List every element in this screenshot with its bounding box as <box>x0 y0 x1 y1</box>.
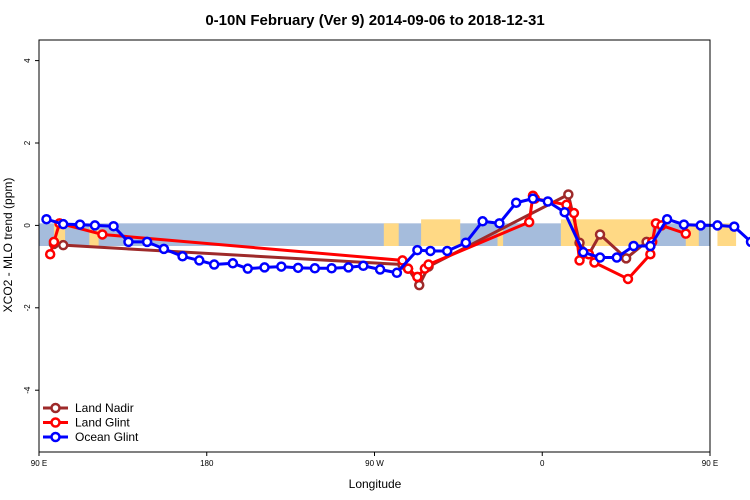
data-point <box>574 255 585 266</box>
data-point <box>177 251 188 262</box>
data-point <box>413 279 425 291</box>
x-axis-label: Longitude <box>349 477 402 491</box>
data-point <box>108 220 119 232</box>
x-tick-label: 180 <box>200 459 214 468</box>
x-tick-label: 0 <box>540 459 545 468</box>
data-point <box>97 229 108 240</box>
land-patch <box>89 223 99 246</box>
land-patch <box>421 219 461 246</box>
data-point <box>594 229 606 240</box>
data-point <box>441 245 453 257</box>
data-point <box>358 260 369 272</box>
y-tick-label: 4 <box>23 58 32 63</box>
data-point <box>276 261 287 272</box>
data-point <box>242 263 254 274</box>
data-point <box>542 196 554 207</box>
chart-title: 0-10N February (Ver 9) 2014-09-06 to 201… <box>205 12 544 29</box>
land-patch <box>685 223 699 246</box>
y-tick-label: 2 <box>23 140 32 145</box>
data-point <box>510 197 522 208</box>
data-point <box>292 262 304 274</box>
axes-layer: 90 E 180 90 W 0 90 E -4 -2 0 2 4 <box>23 58 718 468</box>
data-point <box>620 253 632 264</box>
data-point <box>678 219 690 230</box>
land-patch <box>53 223 66 246</box>
data-point <box>194 255 205 266</box>
series-layer <box>41 189 750 291</box>
data-point <box>57 218 69 230</box>
legend-label: Land Nadir <box>75 401 134 415</box>
data-point <box>141 236 153 248</box>
data-point <box>661 213 673 225</box>
legend-swatch-point <box>50 431 61 443</box>
data-point <box>402 263 414 274</box>
x-tick-label: 90 W <box>365 459 384 468</box>
data-point <box>611 252 623 263</box>
y-tick-label: -4 <box>23 386 32 394</box>
data-point <box>563 189 574 200</box>
data-point <box>423 259 434 270</box>
data-point <box>74 219 86 230</box>
data-point <box>343 262 354 273</box>
data-point <box>628 240 639 252</box>
data-point <box>494 218 505 229</box>
data-point <box>41 213 52 225</box>
data-point <box>622 273 634 285</box>
legend-label: Land Glint <box>75 416 130 430</box>
ocean-land-band <box>39 219 737 246</box>
data-point <box>123 236 134 248</box>
data-point <box>326 262 337 274</box>
data-point <box>460 237 472 248</box>
data-point <box>208 259 220 270</box>
land-patch <box>383 223 399 246</box>
data-point <box>523 216 535 228</box>
data-point <box>728 221 740 232</box>
y-axis-label: XCO2 - MLO trend (ppm) <box>1 178 15 313</box>
data-point <box>477 216 488 227</box>
data-point <box>48 236 60 248</box>
data-point <box>559 206 570 218</box>
legend-swatch-point <box>50 402 61 414</box>
x-tick-label: 90 E <box>31 459 47 468</box>
legend-label: Ocean Glint <box>75 430 139 444</box>
data-point <box>425 245 436 257</box>
x-tick-label: 90 E <box>702 459 718 468</box>
data-point <box>578 246 589 258</box>
data-point <box>568 207 580 219</box>
data-point <box>309 262 321 274</box>
data-point <box>680 228 692 239</box>
legend-swatch-point <box>50 417 61 428</box>
ocean-band <box>39 223 710 246</box>
data-point <box>527 193 539 204</box>
series-ocean-glint <box>41 193 750 279</box>
data-point <box>259 262 270 273</box>
data-point <box>712 220 723 231</box>
data-point <box>412 244 423 256</box>
data-point <box>89 220 101 231</box>
data-point <box>594 252 606 263</box>
data-point <box>158 243 170 255</box>
data-point <box>374 264 386 275</box>
series-line <box>46 197 750 275</box>
data-point <box>391 267 403 279</box>
y-tick-label: 0 <box>23 223 32 228</box>
data-point <box>695 220 706 231</box>
data-point <box>745 236 750 248</box>
data-point <box>412 271 423 283</box>
data-point <box>57 239 69 251</box>
data-point <box>645 240 656 252</box>
data-point <box>44 248 56 260</box>
data-point <box>645 248 656 260</box>
y-tick-label: -2 <box>23 304 32 312</box>
data-point <box>227 258 239 269</box>
